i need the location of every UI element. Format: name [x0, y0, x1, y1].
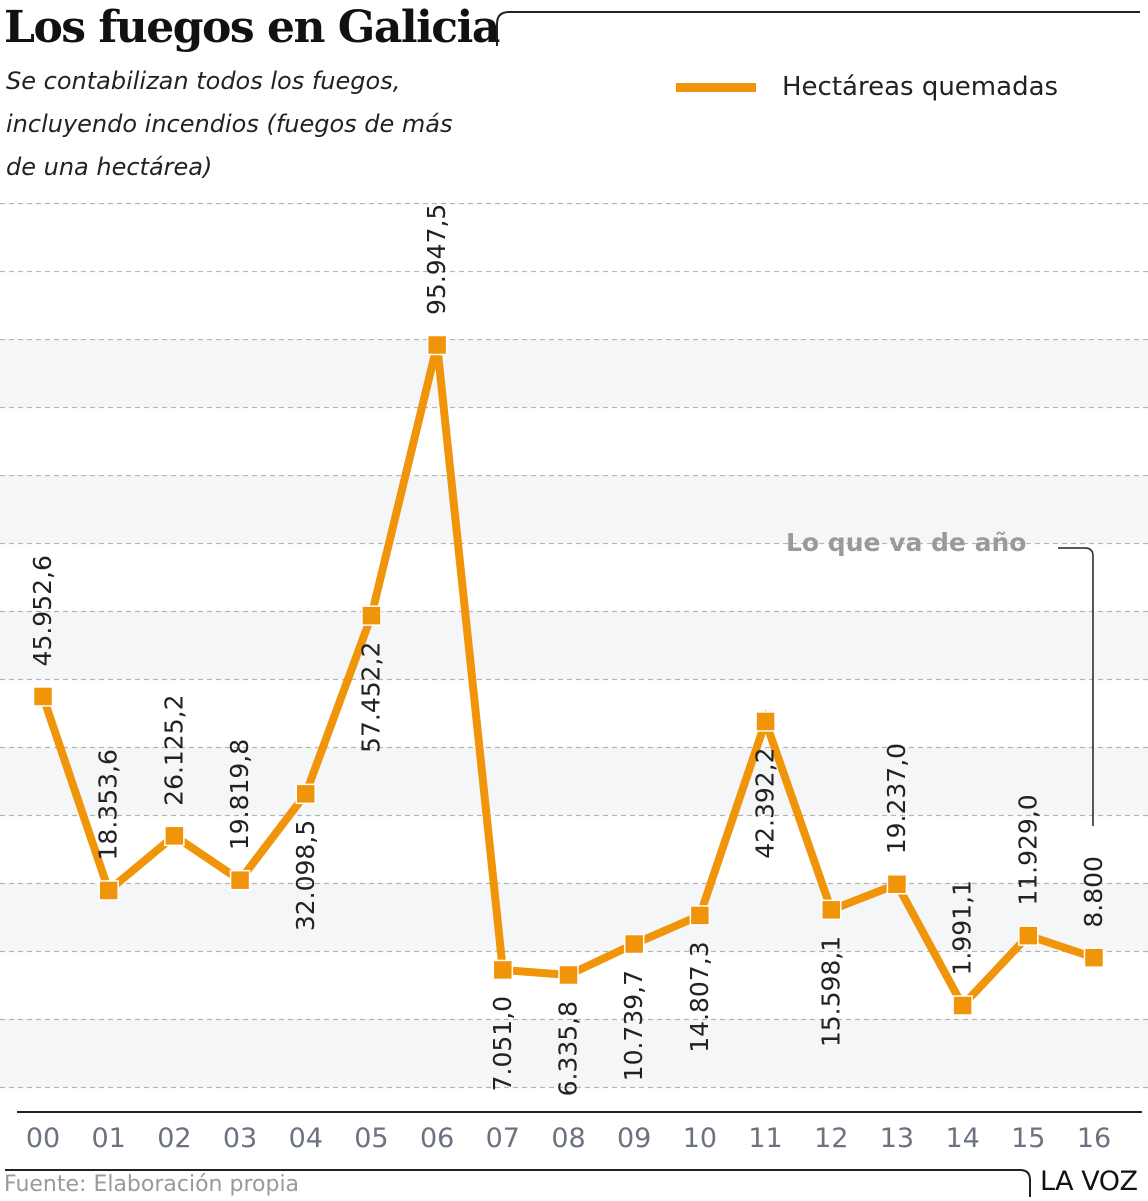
brand-logo: LA VOZ: [1040, 1166, 1138, 1197]
value-label: 42.392,2: [751, 747, 780, 858]
x-tick-label: 00: [26, 1123, 60, 1154]
header-frame-line: [496, 11, 1140, 46]
value-label: 8.800: [1079, 856, 1108, 928]
x-tick-label: 06: [420, 1123, 454, 1154]
value-label: 19.819,8: [225, 739, 254, 850]
source-note: Fuente: Elaboración propia: [4, 1172, 300, 1197]
x-tick-label: 14: [945, 1123, 979, 1154]
background-band: [0, 475, 1148, 544]
x-tick-labels: 00 01 02 03 04 05 06 07 08 09 10 11 12 13 14 15 16: [26, 1123, 1111, 1154]
value-label: 32.098,5: [291, 820, 320, 931]
x-tick-label: 07: [486, 1123, 520, 1154]
value-label: 18.353,6: [94, 749, 123, 860]
data-point-marker: [426, 334, 448, 356]
data-point-marker: [295, 783, 316, 805]
value-labels: 45.952,6 18.353,6 26.125,2 19.819,8 32.098,5…: [28, 204, 1108, 1097]
value-label: 10.739,7: [619, 970, 648, 1081]
data-point-marker: [492, 959, 514, 981]
legend-swatch: [676, 82, 756, 92]
value-label: 11.929,0: [1013, 794, 1042, 905]
x-tick-label: 02: [157, 1123, 191, 1154]
data-point-marker: [361, 605, 382, 626]
data-point-marker: [821, 899, 842, 921]
data-point-marker: [164, 825, 185, 847]
x-tick-label: 16: [1077, 1123, 1111, 1154]
annotation-leader-line: [1058, 547, 1094, 826]
value-label: 6.335,8: [554, 1001, 583, 1096]
background-band: [0, 339, 1148, 408]
value-label: 15.598,1: [816, 936, 845, 1047]
value-label: 57.452,2: [356, 642, 385, 753]
legend: Hectáreas quemadas: [676, 72, 1058, 102]
data-point-marker: [755, 711, 776, 732]
annotation-label: Lo que va de año: [786, 528, 1027, 557]
x-tick-label: 04: [289, 1123, 323, 1154]
background-band: [0, 747, 1148, 816]
data-point-marker: [98, 880, 119, 901]
x-tick-label: 11: [748, 1123, 782, 1154]
value-label: 19.237,0: [882, 743, 911, 854]
legend-label: Hectáreas quemadas: [782, 72, 1059, 102]
background-bands: [0, 339, 1148, 1088]
value-label: 26.125,2: [159, 695, 188, 806]
x-tick-label: 05: [354, 1123, 388, 1154]
data-point-marker: [689, 905, 711, 926]
series-markers: [32, 334, 1105, 1016]
gridlines: [0, 202, 1148, 1089]
chart-subtitle: Se contabilizan todos los fuegos, incluy…: [6, 67, 453, 181]
footer-frame-line: [5, 1169, 1031, 1197]
chart-title: Los fuegos en Galicia: [4, 2, 500, 53]
x-tick-label: 12: [814, 1123, 848, 1154]
background-band: [0, 883, 1148, 952]
x-tick-label: 01: [92, 1123, 126, 1154]
value-label: 45.952,6: [28, 555, 57, 666]
data-point-marker: [1018, 925, 1039, 946]
x-tick-label: 08: [551, 1123, 585, 1154]
background-band: [0, 611, 1148, 680]
x-tick-label: 03: [223, 1123, 257, 1154]
data-point-marker: [229, 869, 251, 891]
value-label: 1.991,1: [948, 880, 977, 975]
data-point-marker: [1083, 947, 1105, 968]
x-tick-label: 10: [683, 1123, 717, 1154]
value-label: 95.947,5: [422, 204, 451, 315]
value-label: 14.807,3: [685, 941, 714, 1052]
background-band: [0, 1019, 1148, 1088]
data-point-marker: [886, 874, 908, 895]
data-point-marker: [952, 995, 973, 1016]
x-tick-label: 13: [880, 1123, 914, 1154]
x-tick-label: 09: [617, 1123, 651, 1154]
value-label: 7.051,0: [488, 996, 517, 1091]
data-point-marker: [32, 686, 54, 707]
data-point-marker: [558, 964, 579, 986]
data-point-marker: [623, 933, 645, 955]
x-tick-label: 15: [1011, 1123, 1045, 1154]
